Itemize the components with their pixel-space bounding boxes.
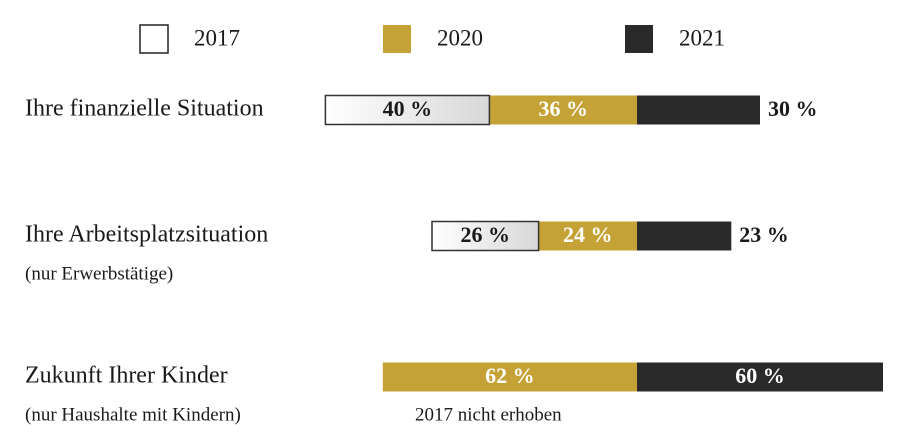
bar-segment (637, 362, 883, 392)
category-note: (nur Haushalte mit Kindern) (25, 404, 241, 425)
legend-label: 2017 (194, 25, 240, 50)
value-label: 40 % (383, 96, 433, 121)
value-label: 60 % (735, 363, 785, 388)
legend-swatch (139, 24, 169, 54)
bar-segment (637, 221, 732, 251)
category-label: Zukunft Ihrer Kinder (25, 363, 228, 389)
value-label: 26 % (461, 222, 511, 247)
legend-swatch (383, 25, 411, 53)
annotation: 2017 nicht erhoben (415, 404, 562, 425)
category-label: Ihre finanzielle Situation (25, 96, 264, 122)
bar-segment (382, 362, 637, 392)
bar-segment (324, 94, 491, 126)
bar-segment (431, 220, 540, 252)
category-note: (nur Erwerbstätige) (25, 263, 173, 284)
value-label: 36 % (538, 96, 588, 121)
legend-swatch (625, 25, 653, 53)
bar-segment (489, 95, 637, 125)
category-label: Ihre Arbeitsplatzsituation (25, 222, 268, 248)
value-label: 24 % (563, 222, 613, 247)
value-label: 23 % (739, 222, 789, 247)
bar-segment (538, 221, 637, 251)
legend-label: 2021 (679, 25, 725, 50)
value-label: 30 % (768, 96, 818, 121)
legend-label: 2020 (437, 25, 483, 50)
bar-segment (637, 95, 760, 125)
value-label: 62 % (485, 363, 535, 388)
